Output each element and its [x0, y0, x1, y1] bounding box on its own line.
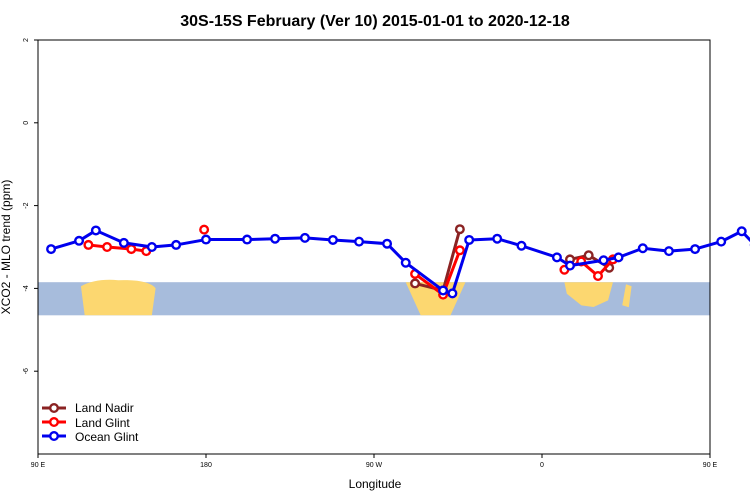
data-point [299, 232, 310, 243]
legend-marker-land-glint [49, 417, 60, 428]
y-tick-label: 0 [23, 121, 30, 125]
data-point [593, 270, 604, 281]
data-point [382, 238, 393, 249]
x-tick-label: 90 W [366, 462, 383, 469]
data-point [663, 246, 674, 257]
data-point [716, 236, 727, 247]
data-point [126, 244, 137, 255]
y-tick-label: 2 [23, 38, 30, 42]
data-point [516, 240, 527, 251]
land-region [564, 282, 613, 308]
data-point [583, 250, 594, 261]
series-line [50, 228, 750, 295]
x-tick-label: 90 E [703, 462, 718, 469]
data-point [270, 233, 281, 244]
data-point [242, 234, 253, 245]
y-axis-label: XCO2 - MLO trend (ppm) [0, 180, 13, 315]
legend-label-ocean-glint: Ocean Glint [75, 430, 139, 444]
chart-title: 30S-15S February (Ver 10) 2015-01-01 to … [180, 13, 570, 30]
series-ocean-glint [46, 225, 750, 299]
land-region [80, 279, 156, 316]
series-line [414, 228, 462, 292]
data-point [46, 244, 57, 255]
x-axis-label: Longitude [349, 477, 402, 491]
legend-entry-land-nadir: Land Nadir [42, 401, 134, 415]
data-point [690, 244, 701, 255]
data-point [90, 225, 101, 236]
data-point [454, 224, 465, 235]
plot-frame [37, 39, 711, 455]
legend-marker-land-nadir [49, 403, 60, 414]
data-point [74, 235, 85, 246]
data-point [327, 234, 338, 245]
legend: Land Nadir Land Glint Ocean Glint [42, 401, 139, 444]
data-point [598, 255, 609, 266]
data-point [400, 257, 411, 268]
data-point [118, 237, 129, 248]
data-point [454, 245, 465, 256]
legend-label-land-glint: Land Glint [75, 416, 130, 430]
data-point [146, 241, 157, 252]
data-point [410, 278, 421, 289]
y-tick-label: -6 [23, 368, 30, 374]
data-point [171, 239, 182, 250]
y-tick-label: -2 [23, 202, 30, 208]
data-point [565, 260, 576, 271]
data-point [438, 285, 449, 296]
legend-entry-land-glint: Land Glint [42, 416, 130, 430]
x-tick-label: 180 [200, 462, 212, 469]
land-region [622, 284, 632, 308]
data-point [613, 252, 624, 263]
data-point [354, 236, 365, 247]
data-point [447, 288, 458, 299]
y-tick-label: -4 [23, 285, 30, 291]
x-tick-label: 90 E [31, 462, 46, 469]
data-point [200, 234, 211, 245]
legend-entry-ocean-glint: Ocean Glint [42, 430, 139, 444]
data-point [102, 241, 113, 252]
data-point [551, 252, 562, 263]
data-point [83, 239, 94, 250]
x-axis: 90 E 180 90 W 0 90 E [31, 454, 718, 469]
series-layer [46, 224, 750, 300]
y-axis: 2 0 -2 -4 -6 [23, 38, 38, 374]
data-point [199, 224, 210, 235]
data-point [464, 234, 475, 245]
data-point [637, 243, 648, 254]
data-point [736, 226, 747, 237]
data-point [492, 233, 503, 244]
legend-label-land-nadir: Land Nadir [75, 401, 134, 415]
x-tick-label: 0 [540, 462, 544, 469]
legend-marker-ocean-glint [49, 431, 60, 442]
series-line [88, 243, 147, 253]
